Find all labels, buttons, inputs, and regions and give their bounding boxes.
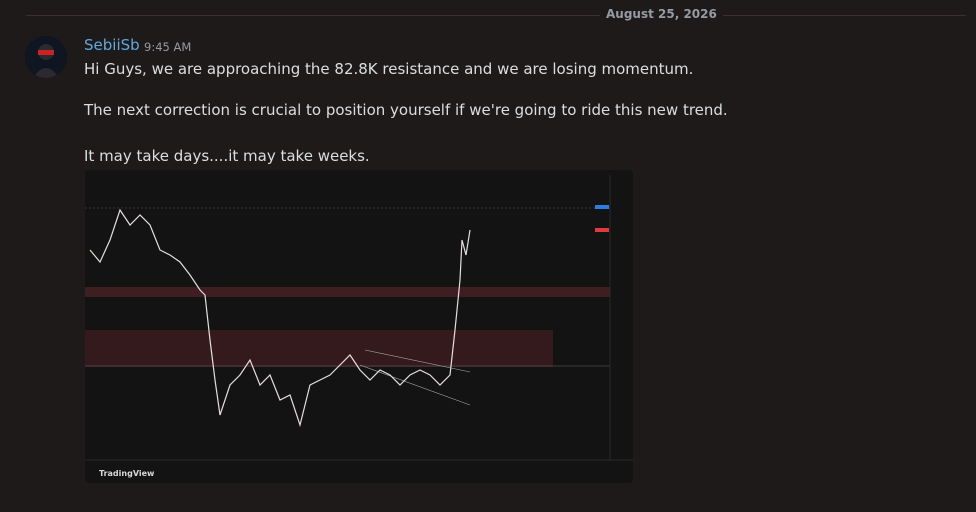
message-line: The next correction is crucial to positi… bbox=[84, 101, 728, 119]
date-divider bbox=[26, 15, 966, 16]
username[interactable]: SebiiSb bbox=[84, 36, 140, 54]
avatar-image bbox=[25, 36, 67, 78]
tradingview-watermark: TradingView bbox=[99, 469, 155, 478]
message-line: It may take days....it may take weeks. bbox=[84, 147, 370, 165]
avatar[interactable] bbox=[25, 36, 67, 78]
image-attachment[interactable]: TradingView bbox=[85, 170, 633, 483]
date-label: August 25, 2026 bbox=[600, 7, 723, 21]
timestamp: 9:45 AM bbox=[144, 40, 192, 54]
message-line: Hi Guys, we are approaching the 82.8K re… bbox=[84, 60, 694, 78]
chart-screenshot bbox=[85, 175, 633, 461]
